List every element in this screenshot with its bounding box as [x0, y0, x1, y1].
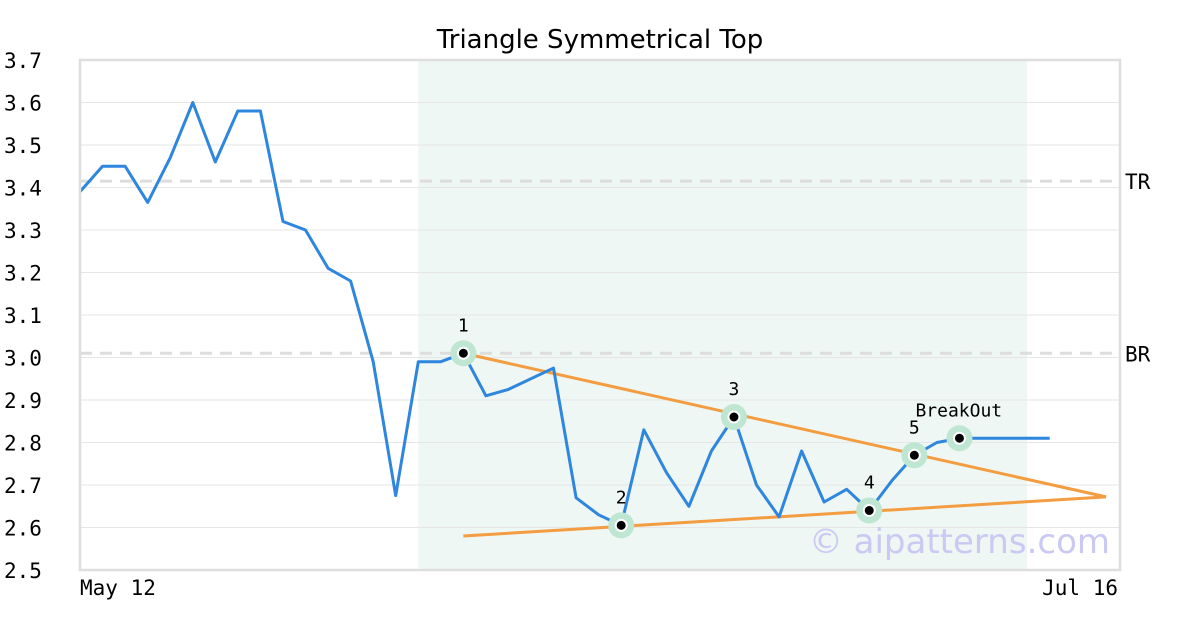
- pivot-label: BreakOut: [915, 400, 1002, 421]
- pivot-point: [952, 431, 966, 445]
- y-tick-label: 2.7: [4, 474, 42, 498]
- y-tick-label: 3.7: [4, 49, 42, 73]
- y-tick-label: 3.6: [4, 92, 42, 116]
- y-tick-label: 2.6: [4, 517, 42, 541]
- pivot-point: [862, 504, 876, 517]
- y-tick-label: 2.8: [4, 432, 42, 456]
- y-tick-label: 3.3: [4, 219, 42, 243]
- pivot-point: [727, 410, 741, 424]
- x-tick-label: Jul 16: [1042, 576, 1118, 600]
- y-tick-label: 2.9: [4, 389, 42, 413]
- pivot-label: 3: [729, 379, 740, 400]
- y-tick-label: 3.1: [4, 304, 42, 328]
- upper-trendline: [463, 351, 1107, 499]
- y-tick-label: 3.0: [4, 347, 42, 371]
- pivot-label: 2: [616, 487, 627, 508]
- lower-trendline: [463, 495, 1107, 538]
- watermark-text: © aipatterns.com: [809, 522, 1110, 562]
- level-label-br: BR: [1125, 342, 1151, 366]
- pivot-point: [614, 518, 628, 532]
- y-tick-label: 3.2: [4, 262, 42, 286]
- chart-title: Triangle Symmetrical Top: [436, 25, 764, 55]
- y-tick-label: 3.4: [4, 177, 42, 201]
- pivot-label: 4: [864, 473, 875, 494]
- price-line: [78, 101, 1050, 527]
- pivot-label: 1: [458, 315, 469, 336]
- pivot-label: 5: [909, 417, 920, 438]
- pivot-point: [907, 448, 921, 462]
- x-tick-label: May 12: [80, 576, 156, 600]
- y-tick-label: 3.5: [4, 134, 42, 158]
- y-tick-label: 2.5: [4, 559, 42, 583]
- plot-frame: [78, 58, 1122, 572]
- pivot-point: [456, 346, 470, 360]
- level-label-tr: TR: [1125, 170, 1151, 194]
